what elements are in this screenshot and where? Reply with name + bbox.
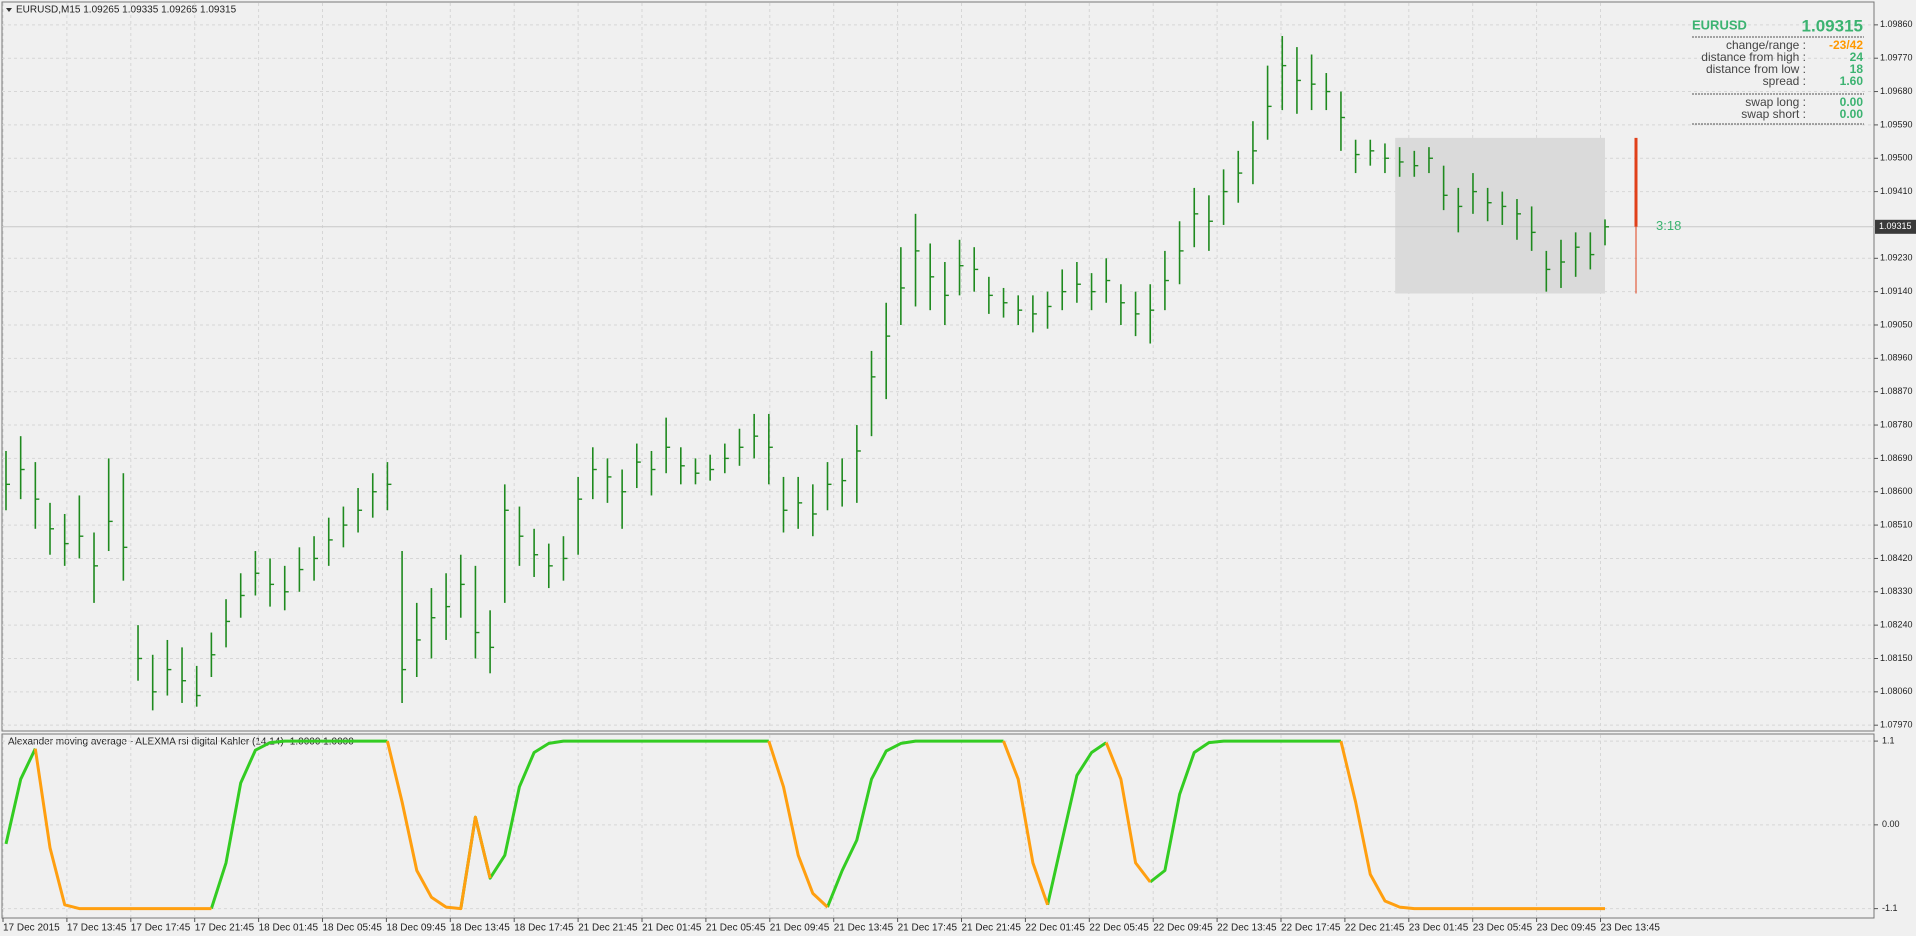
y-tick-label: 1.08870	[1880, 386, 1913, 396]
y-tick-label: 1.08510	[1880, 519, 1913, 529]
info-price: 1.09315	[1802, 16, 1863, 35]
y-tick-label: -1.1	[1882, 903, 1898, 913]
y-tick-label: 1.09500	[1880, 153, 1913, 163]
indicator-frame	[1, 733, 1875, 919]
y-tick-label: 1.08060	[1880, 686, 1913, 696]
time-label: 17 Dec 21:45	[195, 923, 255, 934]
indicator-line	[33, 740, 1605, 911]
bid-label: 1.09315	[1879, 221, 1912, 231]
y-tick-label: 1.08420	[1880, 553, 1913, 563]
time-label: 21 Dec 01:45	[642, 923, 702, 934]
y-tick-label: 1.09770	[1880, 53, 1913, 63]
info-value: 0.00	[1840, 95, 1864, 109]
y-tick-label: 0.00	[1882, 819, 1900, 829]
info-value: 24	[1850, 50, 1864, 64]
y-tick-label: 1.09410	[1880, 186, 1913, 196]
info-label: distance from high :	[1701, 50, 1806, 64]
info-symbol: EURUSD	[1692, 17, 1747, 32]
y-tick-label: 1.08960	[1880, 353, 1913, 363]
time-label: 17 Dec 13:45	[67, 923, 127, 934]
time-label: 23 Dec 05:45	[1473, 923, 1533, 934]
time-label: 21 Dec 17:45	[898, 923, 958, 934]
y-tick-label: 1.09140	[1880, 286, 1913, 296]
time-label: 21 Dec 05:45	[706, 923, 766, 934]
time-label: 18 Dec 05:45	[323, 923, 383, 934]
y-tick-label: 1.08240	[1880, 620, 1913, 630]
time-label: 23 Dec 09:45	[1537, 923, 1597, 934]
info-label: swap short :	[1741, 107, 1806, 121]
time-label: 21 Dec 21:45	[578, 923, 638, 934]
info-value: 0.00	[1840, 107, 1864, 121]
time-label: 22 Dec 09:45	[1153, 923, 1213, 934]
main-plot-frame	[1, 1, 1875, 732]
time-label: 23 Dec 13:45	[1601, 923, 1661, 934]
time-label: 21 Dec 09:45	[770, 923, 830, 934]
y-tick-label: 1.09050	[1880, 319, 1913, 329]
dropdown-icon[interactable]	[6, 8, 12, 12]
y-tick-label: 1.09230	[1880, 253, 1913, 263]
indicator-title: Alexander moving average - ALEXMA rsi di…	[8, 737, 354, 748]
time-label: 17 Dec 2015	[3, 923, 60, 934]
time-label: 22 Dec 05:45	[1089, 923, 1149, 934]
time-label: 18 Dec 09:45	[386, 923, 446, 934]
y-tick-label: 1.07970	[1880, 720, 1913, 730]
indicator-line	[4, 739, 1341, 910]
y-tick-label: 1.09680	[1880, 86, 1913, 96]
info-label: change/range :	[1726, 38, 1806, 52]
info-value: 1.60	[1840, 74, 1864, 88]
bid-label-bg	[1875, 219, 1916, 234]
time-label: 18 Dec 01:45	[259, 923, 319, 934]
y-tick-label: 1.08690	[1880, 453, 1913, 463]
time-label: 21 Dec 13:45	[834, 923, 894, 934]
time-label: 22 Dec 17:45	[1281, 923, 1341, 934]
y-tick-label: 1.08150	[1880, 653, 1913, 663]
info-label: distance from low :	[1706, 62, 1806, 76]
info-label: spread :	[1763, 74, 1806, 88]
info-value: -23/42	[1829, 38, 1863, 52]
range-box	[1395, 137, 1605, 294]
time-label: 23 Dec 01:45	[1409, 923, 1469, 934]
time-label: 22 Dec 21:45	[1345, 923, 1405, 934]
y-tick-label: 1.08330	[1880, 586, 1913, 596]
time-label: 18 Dec 13:45	[450, 923, 510, 934]
info-label: swap long :	[1745, 95, 1806, 109]
time-label: 22 Dec 01:45	[1025, 923, 1085, 934]
y-tick-label: 1.09590	[1880, 119, 1913, 129]
time-label: 22 Dec 13:45	[1217, 923, 1277, 934]
y-tick-label: 1.1	[1882, 735, 1895, 745]
y-tick-label: 1.08600	[1880, 486, 1913, 496]
y-tick-label: 1.09860	[1880, 19, 1913, 29]
y-tick-label: 1.08780	[1880, 419, 1913, 429]
time-label: 18 Dec 17:45	[514, 923, 574, 934]
info-value: 18	[1850, 62, 1864, 76]
time-label: 21 Dec 21:45	[962, 923, 1022, 934]
symbol-header: EURUSD,M15 1.09265 1.09335 1.09265 1.093…	[16, 5, 237, 16]
bar-timer: 3:18	[1656, 218, 1681, 233]
time-label: 17 Dec 17:45	[131, 923, 191, 934]
